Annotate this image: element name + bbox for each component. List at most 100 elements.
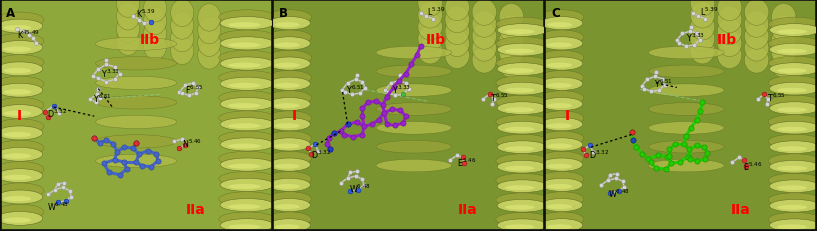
Ellipse shape [96, 96, 176, 109]
Ellipse shape [376, 160, 452, 172]
Ellipse shape [3, 69, 31, 74]
Ellipse shape [649, 66, 724, 78]
Ellipse shape [540, 71, 584, 86]
Ellipse shape [219, 172, 275, 186]
Ellipse shape [376, 85, 452, 97]
Ellipse shape [768, 57, 817, 71]
Ellipse shape [269, 78, 310, 91]
Ellipse shape [220, 118, 275, 131]
Ellipse shape [228, 224, 261, 229]
Ellipse shape [541, 199, 583, 212]
Ellipse shape [0, 212, 42, 225]
Ellipse shape [768, 96, 817, 110]
Ellipse shape [717, 7, 742, 33]
Ellipse shape [0, 141, 44, 156]
Ellipse shape [770, 122, 817, 134]
Ellipse shape [768, 115, 817, 129]
Ellipse shape [496, 76, 548, 90]
Ellipse shape [777, 88, 807, 93]
Ellipse shape [540, 192, 584, 206]
Ellipse shape [171, 0, 194, 27]
Ellipse shape [541, 18, 583, 30]
Text: Y$^{3.33}$: Y$^{3.33}$ [686, 32, 705, 44]
Ellipse shape [472, 12, 497, 38]
Ellipse shape [540, 212, 584, 226]
Ellipse shape [768, 37, 817, 52]
Ellipse shape [541, 98, 583, 111]
Ellipse shape [267, 192, 311, 206]
Ellipse shape [547, 224, 572, 229]
Ellipse shape [505, 166, 534, 171]
Ellipse shape [267, 172, 311, 186]
Ellipse shape [505, 108, 534, 113]
Ellipse shape [269, 138, 310, 151]
Ellipse shape [269, 98, 310, 111]
Ellipse shape [771, 40, 796, 67]
Ellipse shape [770, 161, 817, 173]
Ellipse shape [540, 131, 584, 146]
Ellipse shape [269, 58, 310, 71]
Text: F$^{6.55}$: F$^{6.55}$ [185, 83, 203, 95]
Ellipse shape [3, 175, 31, 180]
Ellipse shape [198, 42, 221, 70]
Ellipse shape [198, 17, 221, 45]
Ellipse shape [3, 90, 31, 95]
Ellipse shape [770, 64, 817, 76]
Ellipse shape [445, 19, 470, 46]
Ellipse shape [96, 38, 176, 51]
Ellipse shape [777, 69, 807, 74]
Text: Y$^{6.51}$: Y$^{6.51}$ [654, 77, 672, 90]
Ellipse shape [496, 193, 548, 207]
Ellipse shape [496, 213, 548, 226]
Ellipse shape [771, 16, 796, 43]
Text: IIb: IIb [717, 33, 737, 47]
Ellipse shape [744, 24, 769, 50]
Ellipse shape [499, 40, 524, 67]
Ellipse shape [117, 16, 140, 43]
Ellipse shape [717, 0, 742, 22]
Ellipse shape [267, 111, 311, 126]
Ellipse shape [505, 185, 534, 190]
Ellipse shape [0, 148, 42, 161]
Ellipse shape [768, 76, 817, 90]
Ellipse shape [768, 193, 817, 207]
Ellipse shape [3, 196, 31, 201]
Text: W$^{6.48}$: W$^{6.48}$ [608, 187, 630, 199]
Ellipse shape [0, 77, 44, 92]
Ellipse shape [0, 183, 44, 198]
Ellipse shape [777, 205, 807, 210]
Ellipse shape [541, 179, 583, 191]
Ellipse shape [275, 104, 300, 109]
Ellipse shape [717, 31, 742, 57]
Ellipse shape [472, 47, 497, 74]
Text: Y$^{3.33}$: Y$^{3.33}$ [392, 83, 411, 95]
Ellipse shape [547, 184, 572, 189]
Ellipse shape [220, 219, 275, 231]
Ellipse shape [770, 102, 817, 115]
Ellipse shape [96, 58, 176, 71]
Ellipse shape [0, 169, 42, 183]
Text: W$^{6.48}$: W$^{6.48}$ [47, 200, 69, 212]
Ellipse shape [220, 179, 275, 191]
Ellipse shape [540, 51, 584, 65]
Ellipse shape [547, 43, 572, 48]
Ellipse shape [541, 58, 583, 71]
Ellipse shape [541, 138, 583, 151]
Ellipse shape [269, 199, 310, 212]
Ellipse shape [496, 96, 548, 110]
Ellipse shape [499, 16, 524, 43]
Ellipse shape [505, 30, 534, 35]
Ellipse shape [768, 154, 817, 168]
Ellipse shape [275, 23, 300, 28]
Ellipse shape [499, 52, 524, 78]
Ellipse shape [219, 91, 275, 106]
Ellipse shape [498, 102, 547, 115]
Ellipse shape [275, 164, 300, 169]
Ellipse shape [171, 38, 194, 65]
Ellipse shape [275, 63, 300, 68]
Text: W$^{6.48}$: W$^{6.48}$ [349, 181, 371, 194]
Ellipse shape [770, 24, 817, 37]
Ellipse shape [649, 85, 724, 97]
Ellipse shape [0, 119, 44, 135]
Text: IIa: IIa [185, 202, 206, 216]
